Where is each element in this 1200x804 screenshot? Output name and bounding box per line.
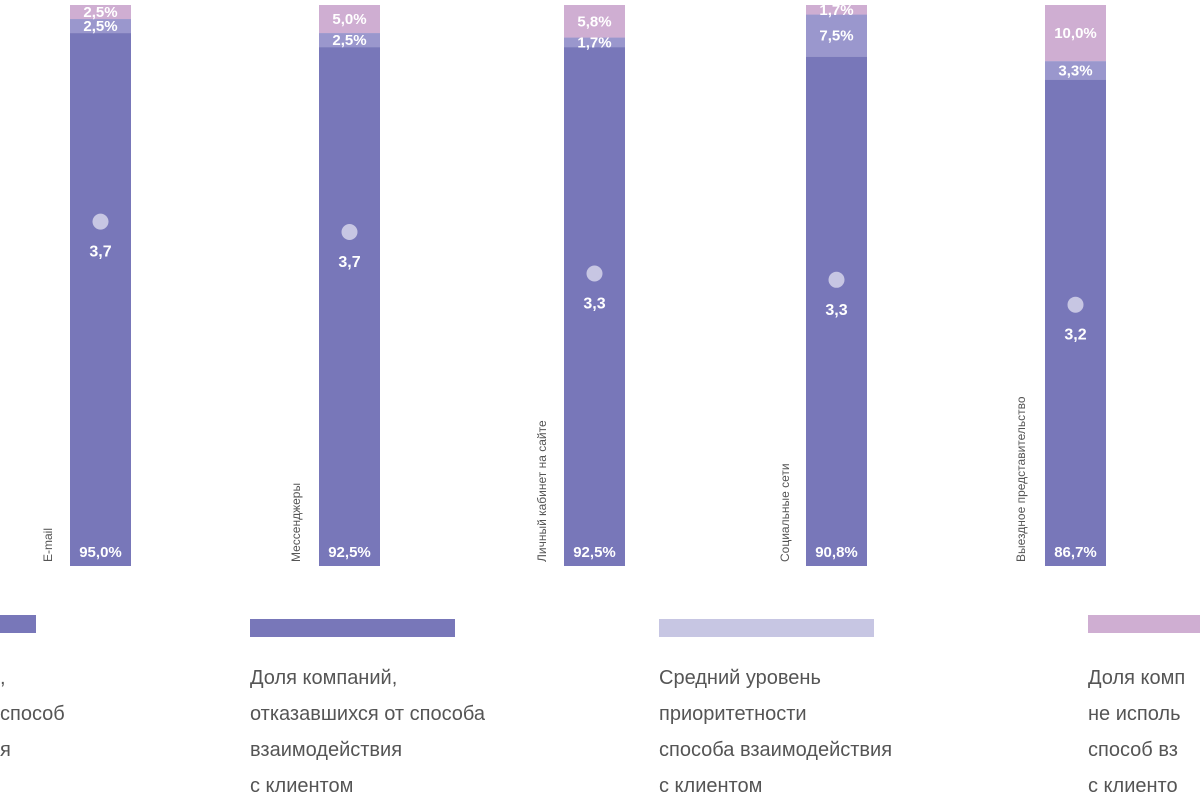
bar-segment-used [564, 47, 625, 566]
data-label-refused: 2,5% [83, 18, 117, 35]
avg-priority-dot [828, 271, 845, 288]
avg-priority-dot [92, 213, 109, 230]
data-label-refused: 3,3% [1058, 62, 1092, 79]
avg-priority-label: 3,2 [1064, 327, 1086, 344]
bar-segment-refused [70, 19, 131, 34]
avg-priority-label: 3,7 [89, 244, 111, 261]
legend-swatch-refused [250, 619, 455, 637]
category-label: Личный кабинет на сайте [535, 420, 549, 562]
legend-avg-line: способа взаимодействия [659, 739, 893, 761]
stacked-bar-chart: 95,0%2,5%2,5%3,7E-mail 92,5%2,5%5,0%3,7Ме… [41, 2, 1106, 567]
legend-swatch-avg [659, 619, 874, 637]
data-label-not_used: 10,0% [1054, 25, 1097, 42]
bar-segment-used [319, 47, 380, 566]
legend-text-not-used: Доля комп не исполь способ вз с клиенто [1088, 660, 1185, 804]
legend-refused-line: с клиентом [250, 775, 354, 797]
bar-segment-not_used [70, 5, 131, 20]
avg-priority-label: 3,3 [583, 296, 605, 313]
category-label: Мессенджеры [289, 483, 303, 562]
data-label-not_used: 5,0% [332, 11, 366, 28]
legend-avg-line: Средний уровень [659, 667, 821, 689]
legend-refused-line: Доля компаний, [250, 667, 398, 689]
legend-used-line: способ [0, 703, 65, 725]
data-label-not_used: 1,7% [819, 2, 853, 19]
data-label-not_used: 2,5% [83, 4, 117, 21]
bar-segment-refused [319, 33, 380, 48]
avg-priority-label: 3,7 [338, 254, 360, 271]
category-label: Социальные сети [778, 463, 792, 562]
legend-used-line: я [0, 739, 11, 761]
legend-avg-line: приоритетности [659, 703, 807, 725]
legend-text-used: , способ я [0, 660, 65, 768]
bar-segment-not_used [806, 5, 867, 15]
avg-priority-label: 3,3 [825, 302, 847, 319]
bar-segment-refused [1045, 61, 1106, 80]
avg-priority-dot [341, 223, 358, 240]
legend-avg-line: с клиентом [659, 775, 763, 797]
bar-segment-used [806, 56, 867, 566]
legend-text-refused: Доля компаний, отказавшихся от способа в… [250, 660, 485, 804]
bar-segment-not_used [564, 5, 625, 38]
legend-not-used-line: Доля комп [1088, 667, 1186, 689]
legend-text-avg: Средний уровень приоритетности способа в… [659, 660, 892, 804]
legend-not-used-line: с клиенто [1088, 775, 1178, 797]
avg-priority-dot [1067, 296, 1084, 313]
legend-swatch-used [0, 615, 36, 633]
legend-not-used-line: не исполь [1088, 703, 1181, 725]
bar-segment-used [70, 33, 131, 567]
legend-not-used-line: способ вз [1088, 739, 1178, 761]
legend-refused-line: отказавшихся от способа [250, 703, 486, 725]
bar-segment-not_used [1045, 5, 1106, 62]
data-label-refused: 1,7% [577, 34, 611, 51]
data-label-not_used: 5,8% [577, 13, 611, 30]
data-label-used: 95,0% [79, 544, 122, 561]
bar-segment-not_used [319, 5, 380, 34]
data-label-used: 90,8% [815, 544, 858, 561]
data-label-used: 92,5% [573, 544, 616, 561]
category-label: Выездное представительство [1014, 396, 1028, 562]
data-label-used: 92,5% [328, 544, 371, 561]
data-label-used: 86,7% [1054, 544, 1097, 561]
bar-segment-used [1045, 79, 1106, 566]
data-label-refused: 2,5% [332, 32, 366, 49]
bar-segment-refused [806, 14, 867, 57]
legend-swatch-not-used [1088, 615, 1200, 633]
data-label-refused: 7,5% [819, 28, 853, 45]
category-label: E-mail [41, 528, 55, 562]
bar-segment-refused [564, 37, 625, 48]
legend-used-line: , [0, 667, 6, 689]
legend-refused-line: взаимодействия [250, 739, 403, 761]
avg-priority-dot [586, 265, 603, 282]
